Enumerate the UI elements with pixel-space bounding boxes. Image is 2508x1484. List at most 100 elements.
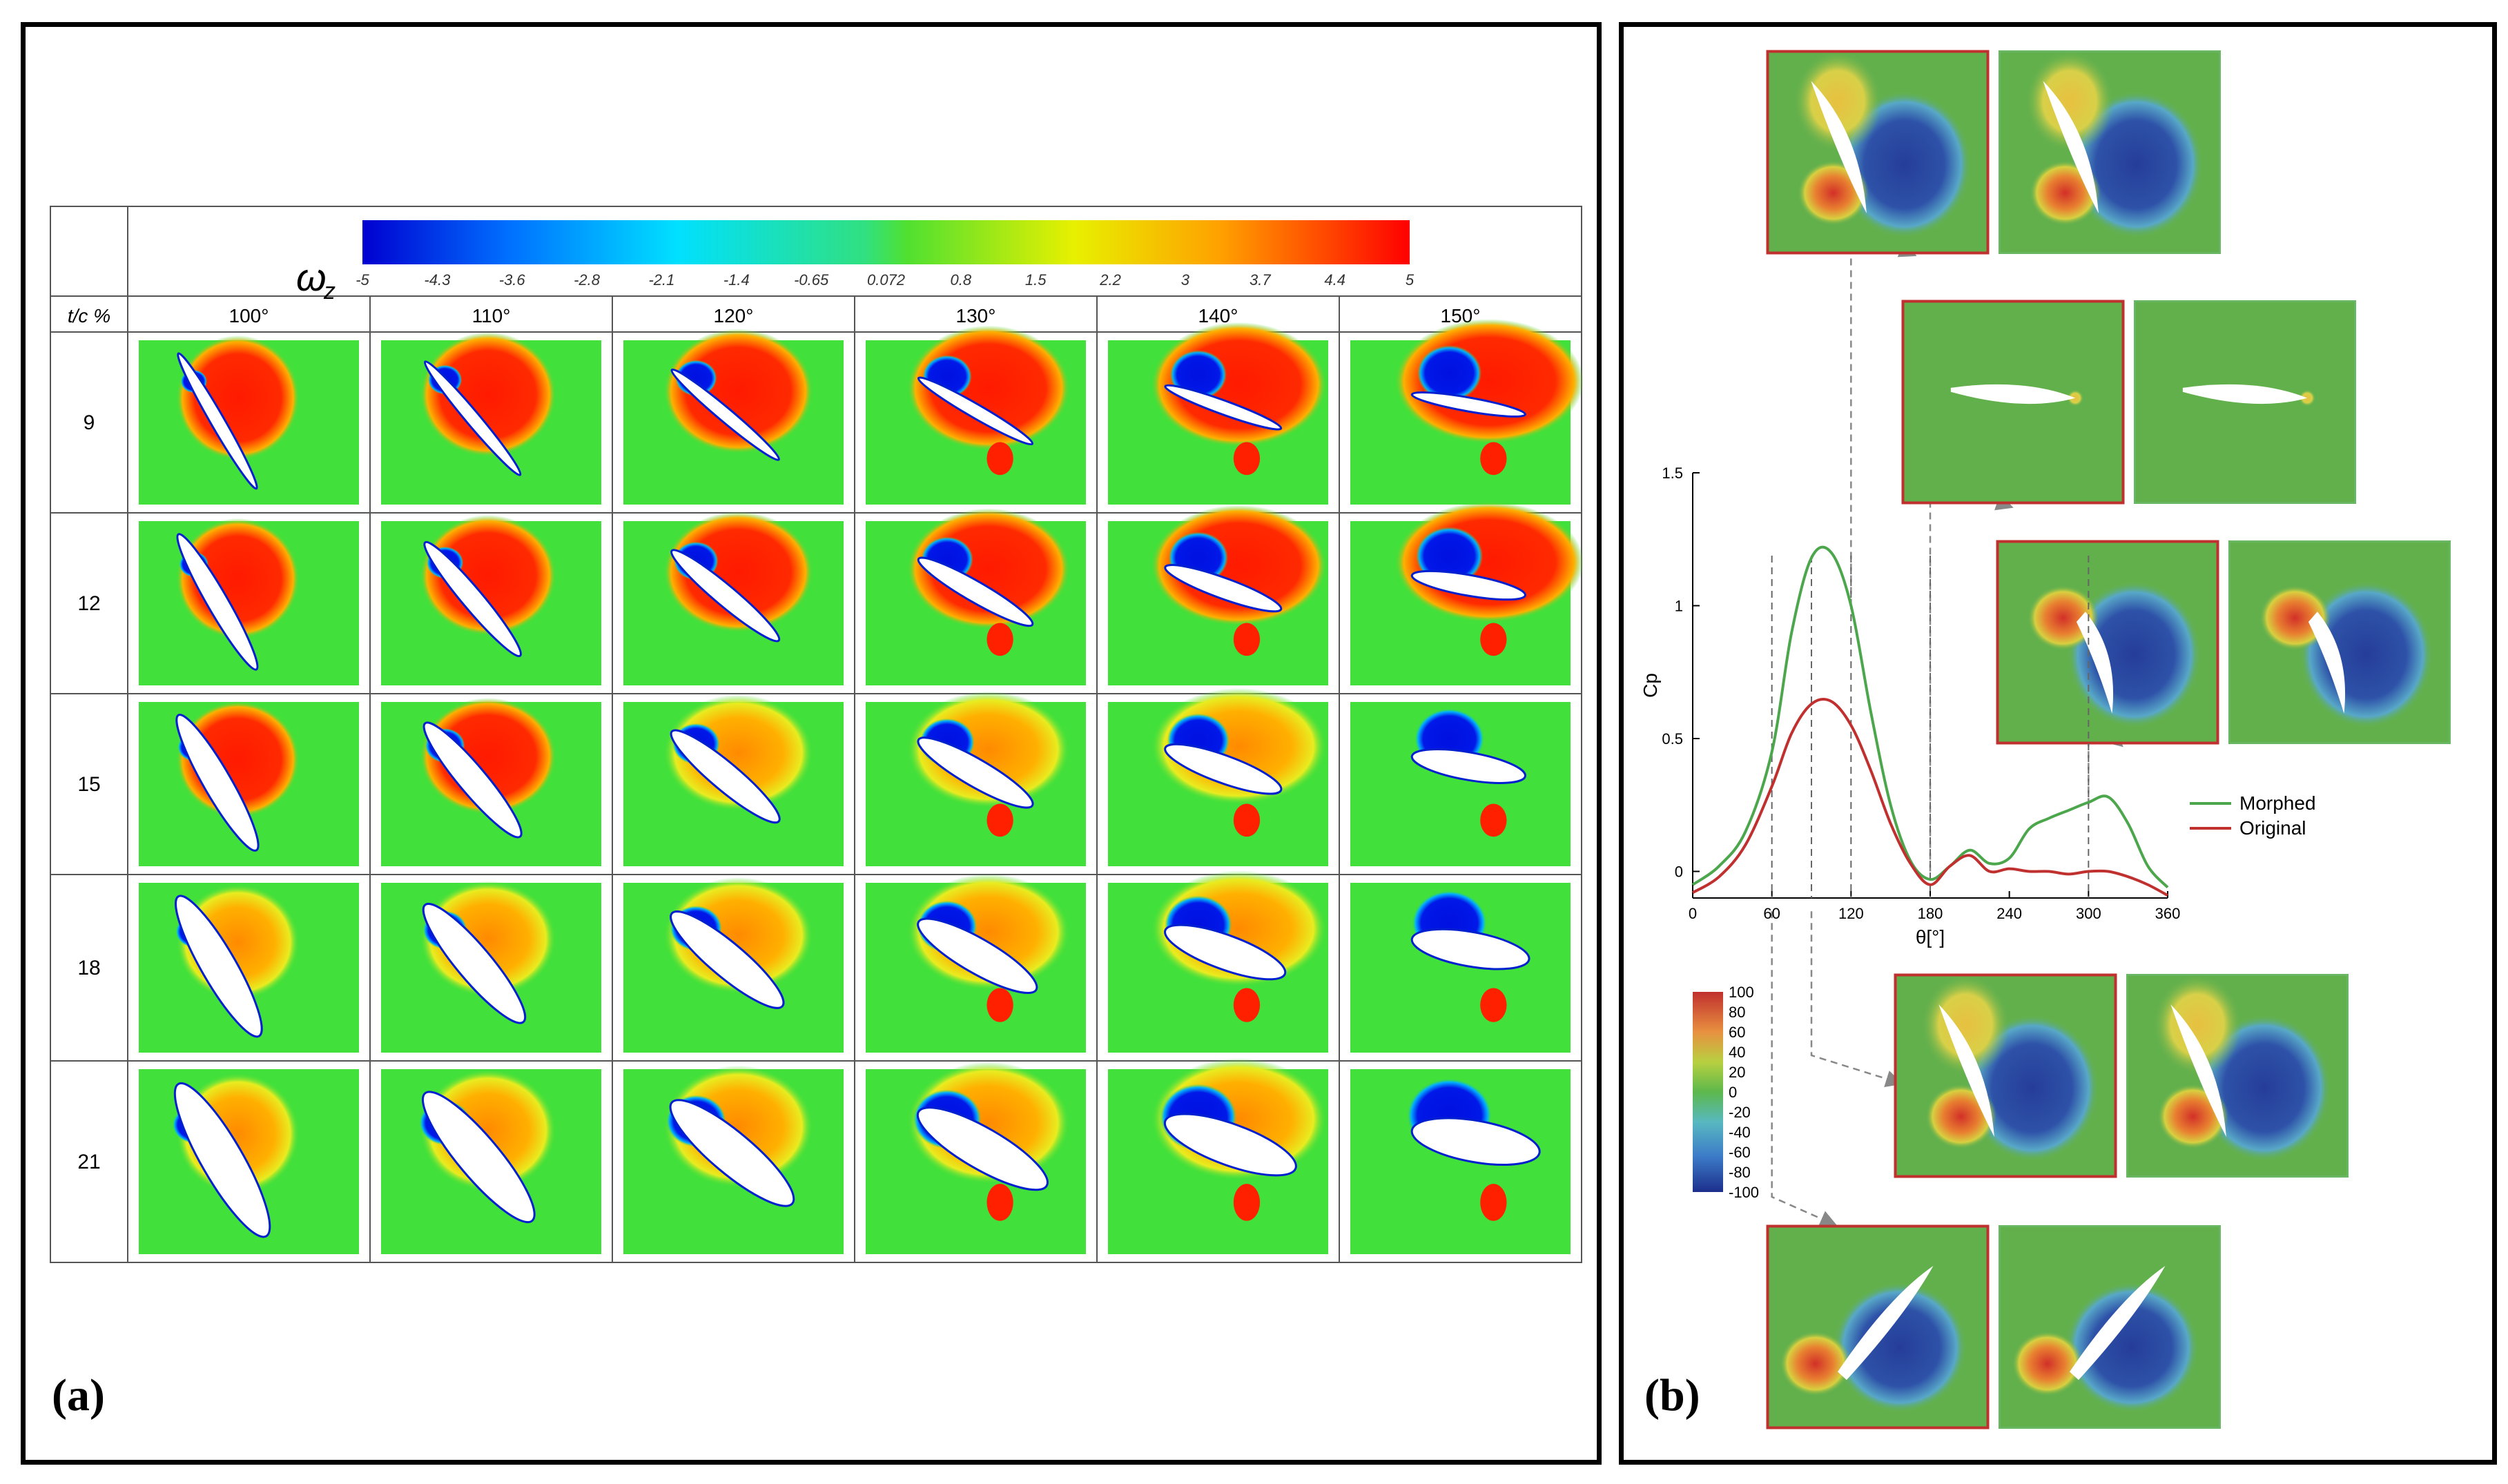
vorticity-contour-cell — [866, 325, 1086, 505]
row-label-thickness: 15 — [77, 773, 100, 796]
colorbar-tick-label: -4.3 — [424, 271, 451, 289]
vorticity-contour-cell — [623, 877, 844, 1053]
y-axis-label: Cp — [1640, 673, 1661, 698]
vorticity-contour-cell — [866, 691, 1086, 866]
vorticity-contour-cell — [381, 332, 601, 505]
x-tick-label: 360 — [2155, 905, 2181, 922]
colorbar-tick-label: 40 — [1729, 1044, 1745, 1061]
vorticity-contour-cell — [1350, 319, 1584, 505]
x-tick-label: 300 — [2076, 905, 2101, 922]
column-header-angle: 130° — [956, 305, 996, 326]
colorbar-tick-label: 60 — [1729, 1024, 1745, 1041]
column-header-angle: 100° — [229, 305, 269, 326]
vorticity-contour-cell — [1108, 1057, 1328, 1254]
legend-label: Original — [2239, 817, 2306, 839]
vorticity-contour-cell — [1108, 505, 1328, 685]
column-header-angle: 110° — [472, 305, 511, 326]
vorticity-contour-cell — [1108, 687, 1328, 866]
row-label-thickness: 21 — [77, 1151, 100, 1173]
vorticity-contour-cell — [139, 518, 359, 685]
vorticity-contour-cell — [381, 1069, 601, 1254]
pressure-snapshot-tile — [1766, 1224, 1990, 1429]
cp-comparison-figure: 0 60 120 180 240 300 360 0 0.5 1 1.5 θ[°] Cp Morphed O… — [1640, 50, 2451, 1429]
colorbar-tick-label: 0.072 — [867, 271, 905, 289]
column-header-angle: 120° — [714, 305, 754, 326]
colorbar-tick-label: -5 — [356, 271, 369, 289]
x-tick-label: 240 — [1996, 905, 2022, 922]
vorticity-contour-cell — [139, 335, 359, 505]
row-header-label: t/c % — [68, 305, 110, 326]
y-tick-label: 0 — [1675, 863, 1683, 881]
pressure-snapshot-tile — [1999, 1225, 2221, 1429]
colorbar-tick-label: -20 — [1729, 1104, 1751, 1121]
colorbar-tick-label: 100 — [1729, 984, 1754, 1001]
pressure-snapshot-tile — [2134, 300, 2356, 504]
row-label-thickness: 18 — [77, 957, 100, 979]
vorticity-contour-cell — [1350, 883, 1571, 1053]
legend-label: Morphed — [2239, 792, 2316, 814]
vorticity-contour-cell — [139, 701, 359, 866]
x-tick-label: 0 — [1689, 905, 1697, 922]
vorticity-contour-cell — [381, 515, 601, 685]
x-axis-label: θ[°] — [1916, 926, 1945, 948]
colorbar-tick-label: 3 — [1181, 271, 1190, 289]
vorticity-contour-cell — [1108, 870, 1328, 1053]
colorbar-tick-label: 1.5 — [1025, 271, 1047, 289]
vorticity-contour-cell — [1108, 322, 1328, 505]
colorbar-subscript: z — [323, 278, 336, 304]
colorbar-tick-label: 5 — [1406, 271, 1415, 289]
colorbar-pressure: 100 80 60 40 20 0 -20 -40 -60 -80 -100 — [1693, 984, 1759, 1201]
colorbar-tick-label: -60 — [1729, 1144, 1751, 1161]
vorticity-contour-cell — [139, 883, 359, 1053]
x-tick-label: 120 — [1838, 905, 1864, 922]
row-label-thickness: 9 — [84, 411, 95, 434]
vorticity-contour-cell — [866, 874, 1086, 1053]
colorbar-tick-label: 20 — [1729, 1064, 1745, 1081]
vorticity-contour-cell — [381, 880, 601, 1053]
colorbar-tick-label: -1.4 — [723, 271, 750, 289]
panel-b: 0 60 120 180 240 300 360 0 0.5 1 1.5 θ[°] Cp Morphed O… — [1619, 22, 2497, 1465]
snapshot-pointer-arrow — [1771, 911, 1838, 1227]
colorbar-tick-label: -40 — [1729, 1124, 1751, 1141]
pressure-snapshot-tile — [2228, 540, 2451, 744]
row-label-thickness: 12 — [77, 592, 100, 615]
pressure-snapshot-tile — [1766, 50, 1990, 255]
table-frame — [50, 206, 1582, 1263]
colorbar-tick-label: 3.7 — [1250, 271, 1271, 289]
colorbar-tick-label: -80 — [1729, 1164, 1751, 1181]
vorticity-contour-cell — [1350, 702, 1571, 866]
snapshot-pointer-arrow — [1810, 911, 1903, 1087]
pressure-snapshot-tile — [2126, 974, 2349, 1178]
y-tick-label: 0.5 — [1662, 730, 1683, 748]
pressure-snapshot-tile — [1996, 540, 2219, 745]
vorticity-contour-cell — [623, 1065, 844, 1254]
colorbar-tick-label: -3.6 — [499, 271, 526, 289]
x-tick-label: 180 — [1918, 905, 1943, 922]
vorticity-contour-cell — [866, 1062, 1086, 1254]
y-tick-label: 1 — [1675, 598, 1683, 615]
colorbar-tick-label: 4.4 — [1324, 271, 1345, 289]
panel-a: t/c % 100° 110° 120° 130° 140° 150° 9 12 15 18 21 -… — [21, 22, 1602, 1465]
panel-a-label: (a) — [52, 1370, 105, 1420]
colorbar-tick-label: -2.8 — [574, 271, 601, 289]
vorticity-contour-cell — [381, 698, 601, 866]
series-line-original — [1691, 698, 2168, 897]
vorticity-contour-cell — [1350, 1069, 1571, 1254]
colorbar-tick-label: 0 — [1729, 1084, 1737, 1101]
colorbar-tick-label: -2.1 — [648, 271, 674, 289]
pressure-snapshot-tile — [1999, 50, 2221, 254]
colorbar-symbol: ω — [296, 255, 327, 299]
y-tick-label: 1.5 — [1662, 465, 1683, 482]
x-tick-label: 60 — [1763, 905, 1780, 922]
colorbar-gradient — [1693, 992, 1723, 1192]
colorbar-tick-label: -0.65 — [794, 271, 829, 289]
colorbar-vorticity: -5 -4.3 -3.6 -2.8 -2.1 -1.4 -0.65 0.072 0.8 1.5 2.… — [296, 220, 1415, 304]
colorbar-tick-label: 2.2 — [1099, 271, 1121, 289]
colorbar-tick-label: 0.8 — [951, 271, 972, 289]
colorbar-tick-label: -100 — [1729, 1184, 1759, 1201]
vorticity-contour-cell — [623, 511, 844, 685]
panel-b-label: (b) — [1644, 1370, 1700, 1420]
pressure-snapshot-tile — [1901, 300, 2125, 505]
vorticity-contour-cell — [623, 694, 844, 866]
